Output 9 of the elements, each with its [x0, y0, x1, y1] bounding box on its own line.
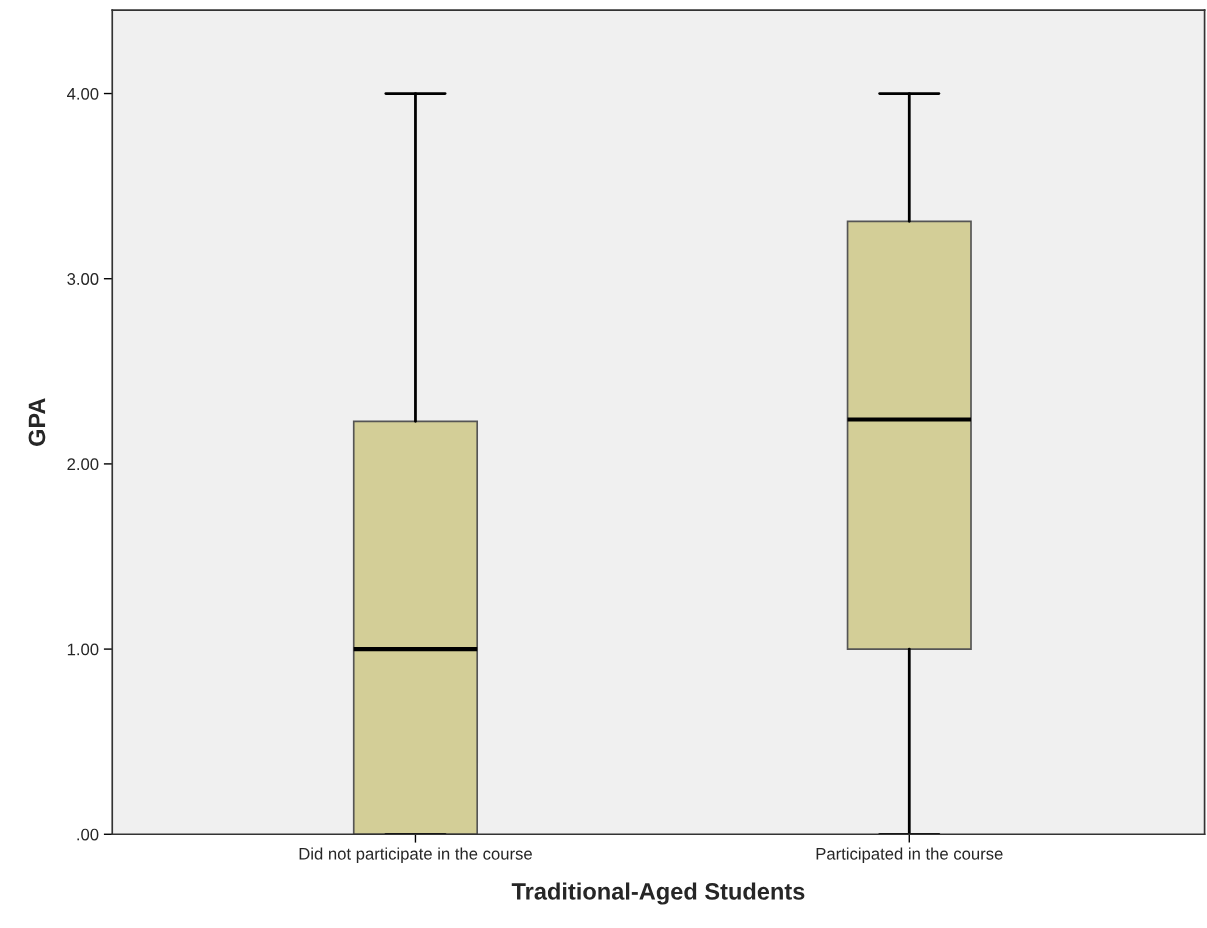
x-tick-label: Did not participate in the course: [299, 847, 532, 863]
y-tick-label: 2.00: [67, 458, 99, 471]
y-tick-label: 4.00: [67, 87, 99, 100]
x-tick-label: Participated in the course: [816, 847, 1003, 863]
y-tick-label: .00: [77, 828, 99, 841]
y-tick-label: 3.00: [67, 273, 99, 285]
y-tick-label: 1.00: [67, 643, 99, 656]
x-axis-title: Traditional-Aged Students: [511, 882, 805, 905]
y-axis-title: GPA: [28, 398, 46, 446]
